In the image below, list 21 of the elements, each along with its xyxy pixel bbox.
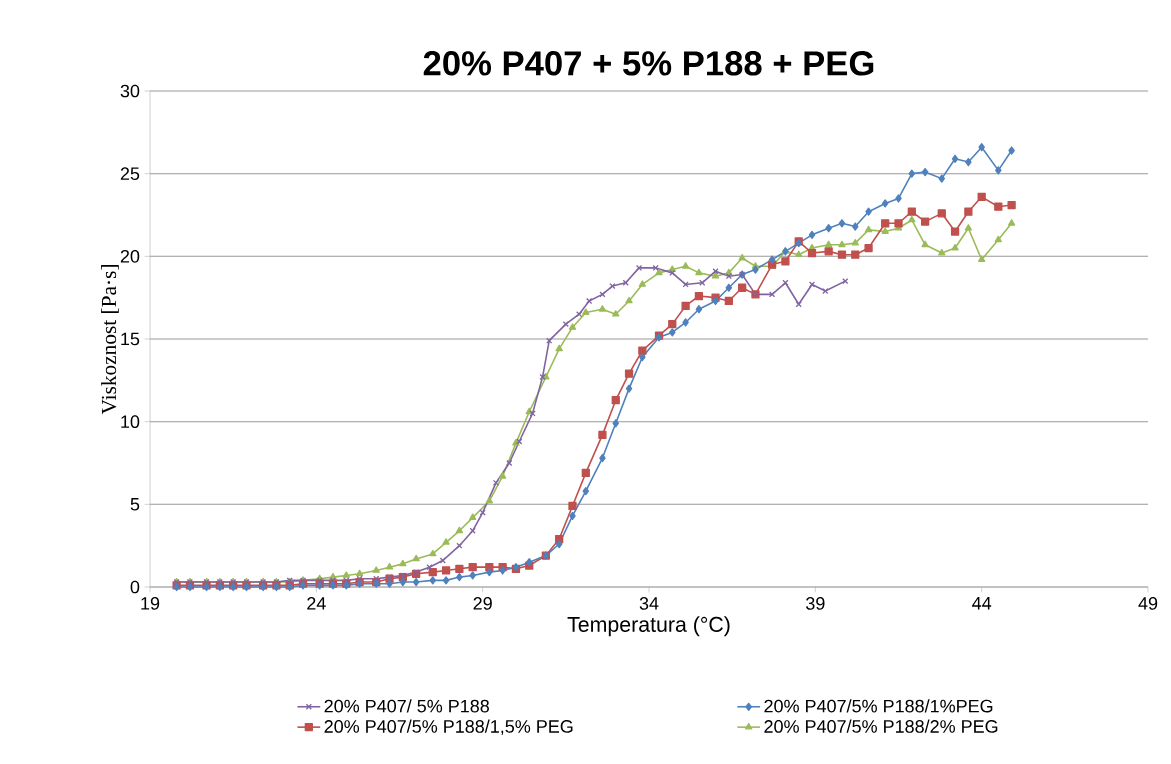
y-tick-label: 0 bbox=[130, 580, 140, 594]
y-tick-label: 15 bbox=[121, 332, 140, 346]
y-tick-label: 25 bbox=[120, 167, 140, 181]
x-axis-title: Temperatura (°C) bbox=[567, 616, 730, 637]
x-tick-label: 29 bbox=[473, 597, 492, 610]
legend-label: 20% P407/ 5% P188 bbox=[324, 699, 489, 713]
legend-label: 20% P407/5% P188/1,5% PEG bbox=[324, 719, 573, 735]
x-tick-label: 44 bbox=[972, 597, 992, 610]
legend-label: 20% P407/5% P188/1%PEG bbox=[764, 699, 993, 713]
y-tick-label: 5 bbox=[130, 498, 140, 511]
legend-label: 20% P407/5% P188/2% PEG bbox=[764, 719, 998, 733]
y-axis-title: Viskoznost [Pa·s] bbox=[101, 265, 119, 415]
x-tick-label: 39 bbox=[806, 597, 825, 610]
x-tick-label: 34 bbox=[639, 597, 659, 610]
x-tick-label: 49 bbox=[1138, 597, 1158, 610]
y-tick-label: 30 bbox=[120, 84, 140, 98]
x-tick-label: 19 bbox=[141, 597, 160, 610]
chart-title: 20% P407 + 5% P188 + PEG bbox=[423, 51, 874, 76]
y-tick-label: 10 bbox=[121, 415, 140, 429]
x-tick-label: 24 bbox=[307, 597, 326, 610]
y-tick-label: 20 bbox=[120, 249, 140, 263]
